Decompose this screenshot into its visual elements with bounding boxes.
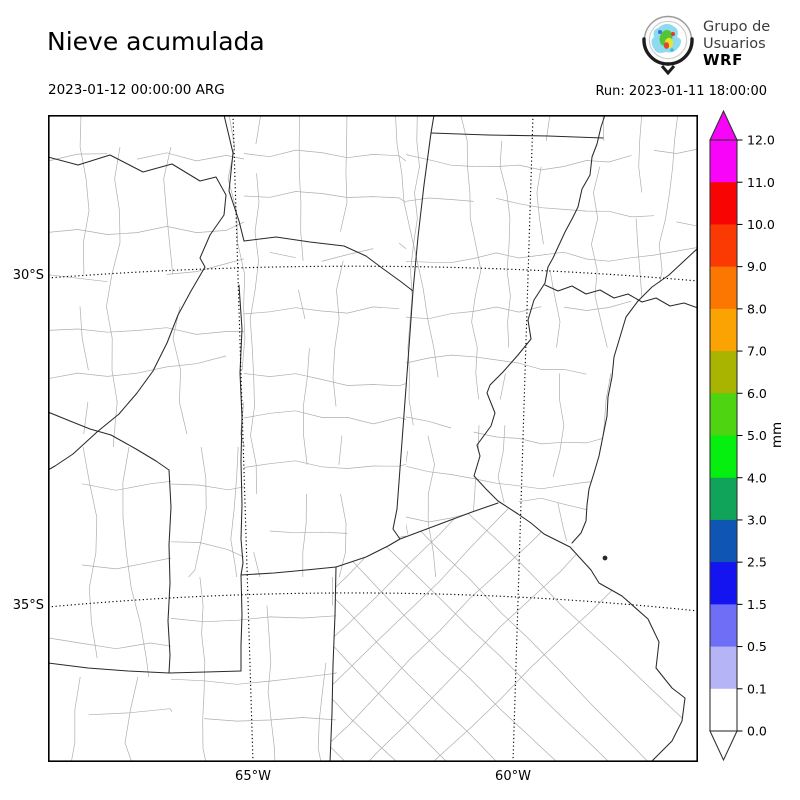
colorbar-segment xyxy=(710,477,737,521)
run-time-label: Run: 2023-01-11 18:00:00 xyxy=(595,84,767,99)
colorbar-under-arrow xyxy=(709,730,738,762)
colorbar-segment xyxy=(710,308,737,352)
colorbar-tick-label: 8.0 xyxy=(747,302,767,317)
map-canvas xyxy=(48,115,698,762)
amba-city-marker xyxy=(602,555,608,561)
colorbar-segment xyxy=(710,182,737,226)
map-background xyxy=(48,115,698,762)
colorbar-segment xyxy=(710,393,737,437)
logo-line-2: Usuarios xyxy=(703,35,766,52)
province-borders xyxy=(48,115,698,762)
colorbar-tick-label: 11.0 xyxy=(747,175,775,190)
colorbar-tick-label: 0.0 xyxy=(747,724,767,739)
colorbar-segment xyxy=(710,266,737,310)
lon-tick-60w: 60°W xyxy=(495,769,531,784)
lon-tick-65w: 65°W xyxy=(235,769,271,784)
colorbar-tick-label: 5.0 xyxy=(747,428,767,443)
colorbar-tick-label: 0.5 xyxy=(747,639,767,654)
colorbar-tick-label: 9.0 xyxy=(747,259,767,274)
colorbar-segment xyxy=(710,224,737,268)
valid-time-label: 2023-01-12 00:00:00 ARG xyxy=(48,82,225,98)
colorbar-tick-label: 2.5 xyxy=(747,555,767,570)
colorbar-tick-label: 3.0 xyxy=(747,513,767,528)
colorbar-segment xyxy=(710,646,737,690)
colorbar-over-arrow xyxy=(709,109,738,141)
colorbar-tick-label: 0.1 xyxy=(747,681,767,696)
colorbar-tick-label: 12.0 xyxy=(747,133,775,148)
colorbar-segment xyxy=(710,435,737,479)
lat-tick-35s: 35°S xyxy=(12,598,44,613)
colorbar-tick-label: 1.5 xyxy=(747,597,767,612)
colorbar-segment xyxy=(710,688,737,732)
colorbar-tick-label: 10.0 xyxy=(747,217,775,232)
map-frame xyxy=(48,115,698,762)
colorbar-segment xyxy=(710,351,737,394)
latlon-gridlines xyxy=(48,115,698,762)
colorbar-tick-label: 4.0 xyxy=(747,470,767,485)
logo-line-1: Grupo de xyxy=(703,19,771,35)
logo-line-wrf: WRF xyxy=(703,51,743,69)
colorbar-segment xyxy=(710,562,737,605)
lat-tick-30s: 30°S xyxy=(12,268,44,283)
colorbar-unit-label: mm xyxy=(769,422,785,448)
gridline-35s xyxy=(48,592,698,612)
colorbar-segment xyxy=(710,140,737,183)
gridline-30s xyxy=(48,265,698,282)
colorbar: 12.0 11.0 10.0 9.0 8.0 7.0 6.0 5.0 4.0 3.0 2.5 1.5 0… xyxy=(709,109,785,762)
page-title: Nieve acumulada xyxy=(47,27,265,56)
gridline-65w xyxy=(232,115,254,762)
wrf-users-group-logo-icon xyxy=(642,15,694,76)
colorbar-tick-label: 7.0 xyxy=(747,344,767,359)
colorbar-tick-label: 6.0 xyxy=(747,386,767,401)
colorbar-segment xyxy=(710,604,737,648)
colorbar-segment xyxy=(710,519,737,563)
gridline-60w xyxy=(512,115,534,762)
logo-text: Grupo de Usuarios WRF xyxy=(703,19,770,69)
